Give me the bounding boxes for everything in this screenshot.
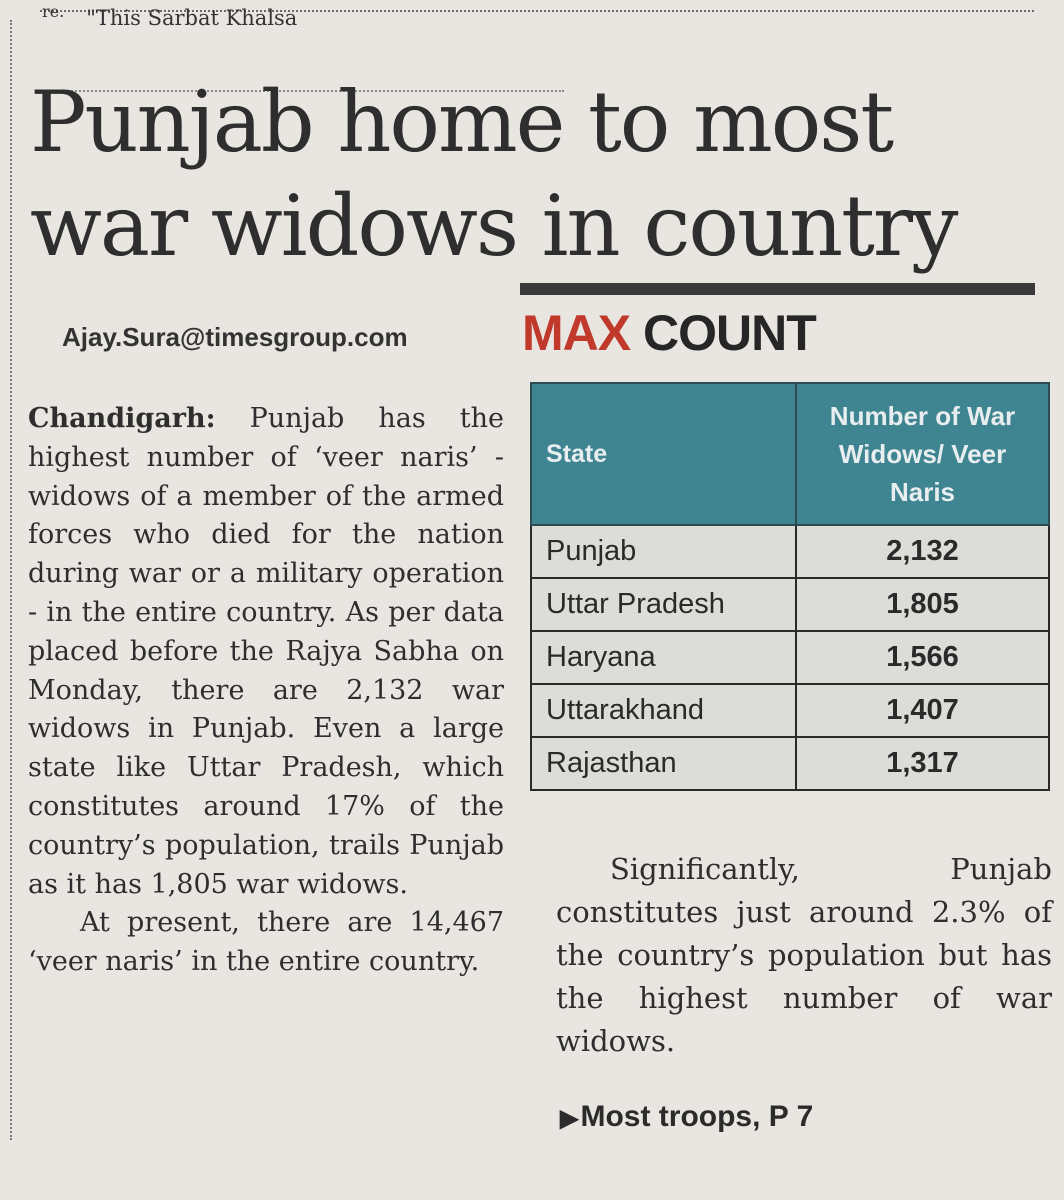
triangle-right-icon: ▶	[560, 1105, 579, 1132]
left-dotted-rule	[10, 20, 12, 1140]
continuation-reference: ▶Most troops, P 7	[560, 1100, 813, 1134]
infobox-title-highlight: MAX	[522, 305, 631, 361]
count-cell: 1,317	[795, 736, 1050, 791]
count-cell: 1,566	[795, 630, 1050, 685]
state-cell: Uttar Pradesh	[530, 577, 797, 632]
top-dotted-rule	[40, 10, 1034, 12]
table-header-row: State Number of War Widows/ Veer Naris	[530, 382, 1050, 526]
fragment-prefix: re.	[42, 2, 65, 21]
table-row: Uttar Pradesh 1,805	[530, 577, 1050, 632]
state-cell: Uttarakhand	[530, 683, 797, 738]
infobox-title-rest: COUNT	[643, 305, 817, 361]
header-count: Number of War Widows/ Veer Naris	[795, 382, 1050, 526]
infobox-top-bar	[520, 283, 1035, 295]
count-cell: 1,407	[795, 683, 1050, 738]
table-row: Uttarakhand 1,407	[530, 683, 1050, 738]
count-cell: 1,805	[795, 577, 1050, 632]
paragraph-3: Significantly, Punjab constitutes just a…	[556, 852, 1052, 1058]
header-state: State	[530, 382, 797, 526]
headline: Punjab home to most war widows in countr…	[30, 73, 959, 275]
war-widows-table: State Number of War Widows/ Veer Naris P…	[530, 382, 1050, 791]
continuation-text: Most troops, P 7	[580, 1100, 814, 1133]
table-body: Punjab 2,132 Uttar Pradesh 1,805 Haryana 1,56…	[530, 524, 1050, 791]
byline: Ajay.Sura@timesgroup.com	[62, 322, 408, 352]
state-cell: Rajasthan	[530, 736, 797, 791]
table-row: Haryana 1,566	[530, 630, 1050, 685]
dateline: Chandigarh:	[28, 403, 216, 434]
fragment-text: "This Sarbat Khalsa	[86, 6, 298, 30]
table-row: Rajasthan 1,317	[530, 736, 1050, 791]
section-dotted-rule	[40, 90, 564, 92]
table-row: Punjab 2,132	[530, 524, 1050, 579]
infobox-title: MAX COUNT	[522, 302, 817, 364]
state-cell: Haryana	[530, 630, 797, 685]
paragraph-2: At present, there are 14,467 ‘veer naris…	[28, 907, 504, 978]
count-cell: 2,132	[795, 524, 1050, 579]
article-body-left-column: Chandigarh: Punjab has the highest numbe…	[28, 400, 504, 982]
previous-article-fragment: re. "This Sarbat Khalsa	[42, 2, 297, 30]
paragraph-1: Chandigarh: Punjab has the highest numbe…	[28, 400, 504, 904]
state-cell: Punjab	[530, 524, 797, 579]
paragraph-1-text: Punjab has the highest number of ‘veer n…	[28, 403, 504, 900]
